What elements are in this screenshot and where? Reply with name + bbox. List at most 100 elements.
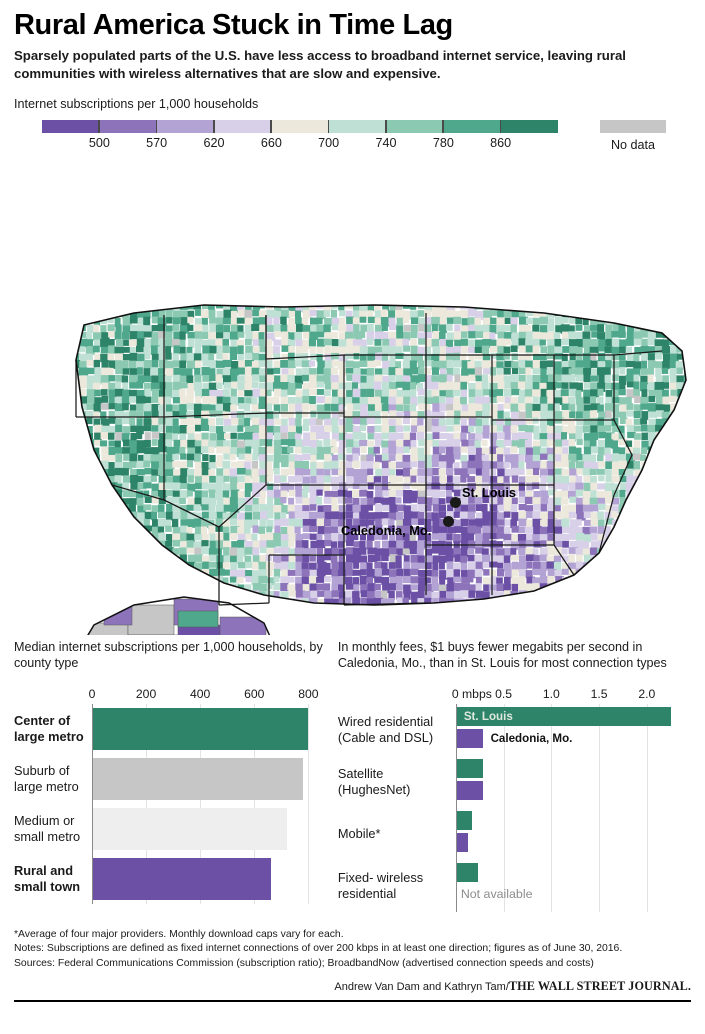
legend-swatch bbox=[98, 119, 157, 133]
y-axis-line bbox=[455, 859, 458, 912]
gridline bbox=[551, 755, 553, 808]
footnote-sources: Sources: Federal Communications Commissi… bbox=[14, 958, 594, 970]
map-alaska bbox=[76, 598, 267, 635]
y-axis-line bbox=[92, 803, 94, 854]
legend-swatch bbox=[212, 119, 272, 133]
bar-plot-area bbox=[92, 803, 334, 854]
credit-line: Andrew Van Dam and Kathryn Tam/THE WALL … bbox=[14, 979, 691, 994]
charts-section: Median internet subscriptions per 1,000 … bbox=[14, 639, 691, 912]
bar-plot-area bbox=[92, 853, 334, 904]
bar-plot-area bbox=[455, 755, 691, 808]
bar-st-louis bbox=[455, 758, 483, 778]
no-data-swatch bbox=[600, 119, 666, 133]
bar-row: Center of large metro bbox=[14, 703, 334, 754]
mbps-chart: In monthly fees, $1 buys fewer megabits … bbox=[338, 639, 691, 912]
gridline bbox=[551, 807, 553, 860]
bar-plot-area bbox=[92, 753, 334, 804]
legend-swatch bbox=[499, 119, 558, 133]
x-tick-label: 0 bbox=[88, 686, 96, 701]
x-tick-label: 600 bbox=[244, 686, 265, 701]
mbps-chart-title: In monthly fees, $1 buys fewer megabits … bbox=[337, 639, 667, 670]
y-axis-line bbox=[455, 807, 458, 860]
y-axis-line bbox=[92, 703, 94, 754]
bar bbox=[92, 707, 309, 750]
legend-no-data: No data bbox=[600, 119, 666, 152]
bar-row: Satellite (HughesNet) bbox=[338, 755, 691, 808]
y-axis-line bbox=[92, 853, 94, 904]
legend-swatch bbox=[384, 119, 444, 133]
bar-category-label: Suburb of large metro bbox=[14, 762, 79, 794]
x-tick-label: 800 bbox=[298, 686, 319, 701]
gridline bbox=[308, 753, 310, 804]
bar-st-louis bbox=[455, 810, 473, 830]
y-axis-line bbox=[92, 753, 94, 804]
gridline bbox=[646, 755, 648, 808]
legend-swatch bbox=[42, 119, 100, 133]
gridline bbox=[503, 703, 505, 756]
gridline bbox=[308, 703, 310, 754]
infographic-page: Rural America Stuck in Time Lag Sparsely… bbox=[0, 10, 705, 1034]
legend-swatch bbox=[270, 119, 329, 133]
legend-swatch bbox=[442, 119, 501, 133]
footnotes: *Average of four major providers. Monthl… bbox=[14, 928, 691, 972]
gridline bbox=[551, 703, 553, 756]
city-marker-dot bbox=[443, 515, 454, 527]
page-title: Rural America Stuck in Time Lag bbox=[14, 9, 453, 41]
gridline bbox=[551, 859, 553, 912]
bar-plot-area: St. Louis Caledonia, Mo. bbox=[455, 703, 691, 756]
bar-plot-area bbox=[92, 703, 334, 754]
legend-tick: 860 bbox=[490, 135, 512, 150]
bar-caledonia bbox=[455, 832, 469, 852]
legend-tick: 660 bbox=[260, 135, 282, 150]
city-label-st-louis: St. Louis bbox=[462, 484, 517, 500]
legend-tick: 570 bbox=[146, 135, 168, 150]
gridline bbox=[599, 859, 601, 912]
credit-publication: THE WALL STREET JOURNAL. bbox=[508, 978, 691, 993]
legend-scale: 500 570 620 660 700 740 780 860 bbox=[42, 119, 558, 153]
x-tick-label: 200 bbox=[135, 686, 157, 701]
bar-st-louis bbox=[455, 862, 478, 882]
gridline bbox=[646, 703, 648, 756]
county-chart-xaxis: 0 200 400 600 800 bbox=[14, 687, 334, 704]
gridline bbox=[503, 807, 505, 860]
series-label-caledonia: Caledonia, Mo. bbox=[490, 731, 573, 745]
bar-plot-area: Not available bbox=[455, 859, 691, 912]
x-tick-label: 1.0 bbox=[542, 686, 560, 701]
gridline bbox=[308, 853, 310, 904]
legend-swatch bbox=[155, 119, 214, 133]
x-tick-label: 0.5 bbox=[495, 686, 513, 701]
legend-tick-labels: 500 570 620 660 700 740 780 860 bbox=[42, 133, 558, 153]
map-svg bbox=[75, 303, 687, 635]
gridline bbox=[599, 755, 601, 808]
bar-row: Wired residential (Cable and DSL) St. Lou… bbox=[337, 703, 691, 756]
county-type-chart: Median internet subscriptions per 1,000 … bbox=[14, 639, 334, 912]
bar-category-label: Fixed- wireless residential bbox=[337, 869, 424, 901]
bar-plot-area bbox=[455, 807, 691, 860]
bar-caledonia bbox=[455, 780, 483, 800]
mbps-chart-bars: Wired residential (Cable and DSL) St. Lou… bbox=[337, 703, 691, 912]
legend-tick: 500 bbox=[88, 135, 110, 150]
x-tick-label: 2.0 bbox=[638, 686, 656, 701]
legend-color-bar bbox=[42, 119, 558, 133]
gridline bbox=[503, 755, 505, 808]
bar-category-label: Center of large metro bbox=[14, 712, 84, 744]
gridline bbox=[503, 859, 505, 912]
footnote-asterisk: *Average of four major providers. Monthl… bbox=[14, 928, 344, 940]
x-tick-label: 0 mbps bbox=[451, 686, 492, 701]
legend-tick: 740 bbox=[375, 135, 397, 150]
bottom-rule bbox=[14, 999, 691, 1002]
gridline bbox=[646, 807, 648, 860]
bar-row: Medium or small metro bbox=[14, 803, 334, 854]
no-data-label: No data bbox=[610, 137, 656, 152]
legend-tick: 620 bbox=[203, 135, 225, 150]
bar-category-label: Wired residential (Cable and DSL) bbox=[337, 713, 434, 745]
credit-authors: Andrew Van Dam and Kathryn Tam/ bbox=[334, 980, 509, 993]
deck-text: Sparsely populated parts of the U.S. hav… bbox=[14, 48, 626, 81]
state-borders bbox=[75, 312, 663, 606]
map-legend: 500 570 620 660 700 740 780 860 No data bbox=[14, 119, 691, 153]
bar-category-label: Rural and small town bbox=[14, 862, 81, 894]
bar-row: Mobile* bbox=[338, 807, 691, 860]
bar bbox=[92, 857, 271, 900]
legend-tick: 780 bbox=[432, 135, 454, 150]
county-chart-bars: Center of large metro Suburb of large met… bbox=[14, 703, 334, 904]
